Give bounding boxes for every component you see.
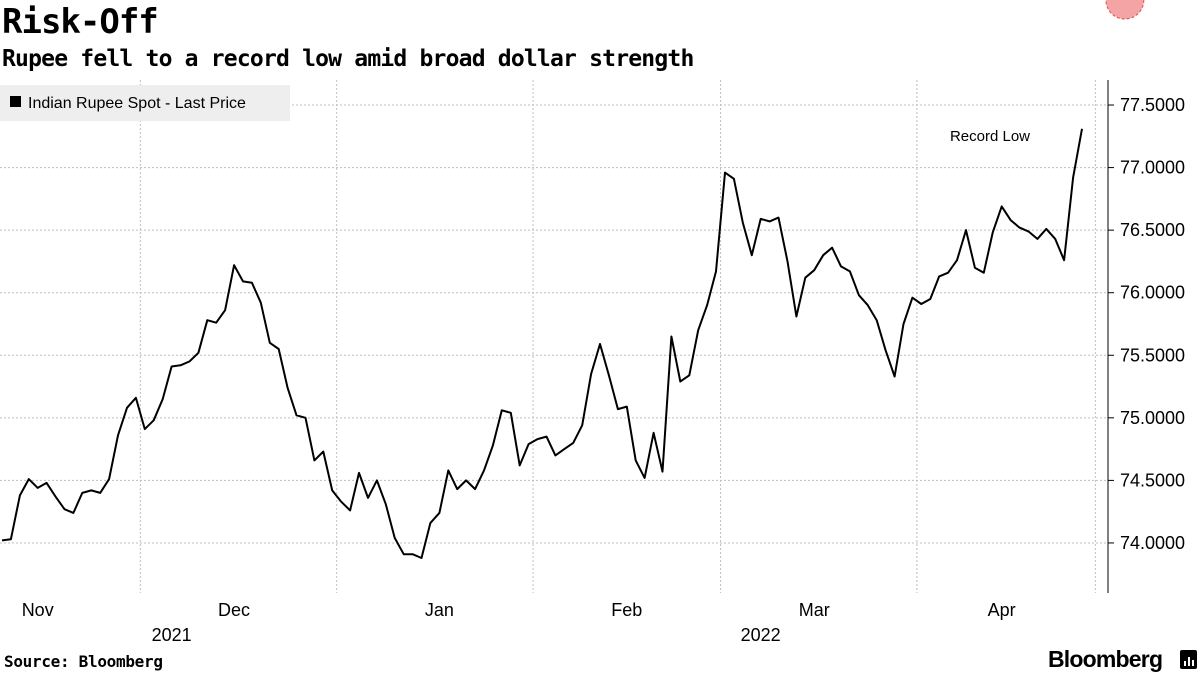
x-tick-label: Mar xyxy=(799,600,830,620)
gridlines xyxy=(0,80,1108,593)
legend-entry: Indian Rupee Spot - Last Price xyxy=(28,95,246,112)
x-tick-label: Dec xyxy=(218,600,250,620)
legend: Indian Rupee Spot - Last Price xyxy=(0,85,290,121)
source-note: Source: Bloomberg xyxy=(4,652,163,671)
y-tick-label: 77.5000 xyxy=(1120,95,1185,115)
chart-subtitle: Rupee fell to a record low amid broad do… xyxy=(2,46,694,72)
series-line-rupee xyxy=(1,128,1083,559)
x-tick-label: Jan xyxy=(425,600,454,620)
chart-title: Risk-Off xyxy=(2,2,159,42)
x-tick-label: Feb xyxy=(611,600,642,620)
record-low-highlight xyxy=(1105,0,1145,20)
bloomberg-mark-icon xyxy=(1180,650,1197,669)
y-tick-label: 77.0000 xyxy=(1120,158,1185,178)
y-tick-label: 76.5000 xyxy=(1120,220,1185,240)
x-tick-label: Nov xyxy=(22,600,54,620)
x-tick-label: Apr xyxy=(988,600,1016,620)
legend-background xyxy=(0,85,290,121)
x-year-label: 2022 xyxy=(741,625,781,645)
y-tick-label: 74.5000 xyxy=(1120,470,1185,490)
y-tick-label: 74.0000 xyxy=(1120,533,1185,553)
record-low-annotation: Record Low xyxy=(950,128,1030,145)
y-tick-label: 75.0000 xyxy=(1120,408,1185,428)
legend-swatch xyxy=(10,96,21,107)
x-year-label: 2021 xyxy=(152,625,192,645)
axes: 74.0000 74.5000 75.0000 75.5000 76.0000 76.50… xyxy=(22,80,1185,645)
brand-logo: Bloomberg xyxy=(1048,646,1163,672)
y-tick-label: 75.5000 xyxy=(1120,345,1185,365)
y-tick-label: 76.0000 xyxy=(1120,283,1185,303)
